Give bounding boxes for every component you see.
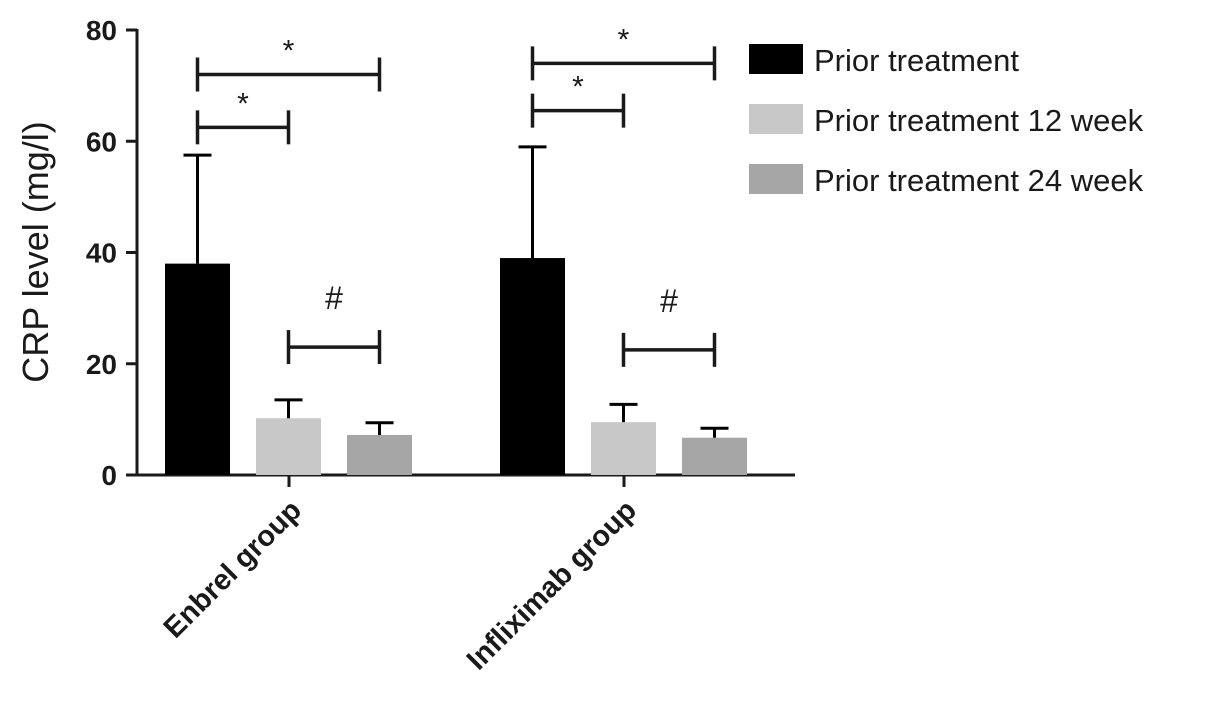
significance-label: * [572, 71, 584, 104]
legend-swatch [749, 164, 803, 194]
error-bars [183, 145, 729, 438]
significance-label: * [237, 87, 249, 120]
legend: Prior treatment Prior treatment 12 week Pr… [749, 43, 1144, 198]
y-tick-label: 40 [86, 238, 117, 269]
significance-brackets: * * # * * # [195, 23, 717, 367]
bar [682, 437, 747, 475]
legend-label: Prior treatment 12 week [814, 103, 1144, 138]
significance-label: # [325, 280, 343, 316]
y-tick-label: 80 [86, 15, 117, 46]
bars [165, 258, 747, 475]
legend-swatch [749, 44, 803, 74]
x-category-label: Infliximab group [461, 494, 643, 676]
y-tick-label: 60 [86, 126, 117, 157]
y-axis-title: CRP level (mg/l) [15, 121, 56, 382]
significance-label: * [618, 23, 630, 56]
bar [500, 258, 565, 475]
y-tick-label: 0 [101, 460, 117, 491]
legend-label: Prior treatment [814, 43, 1019, 78]
y-tick-label: 20 [86, 349, 117, 380]
legend-label: Prior treatment 24 week [814, 163, 1144, 198]
bar [256, 418, 321, 475]
bar [165, 263, 230, 475]
bar [347, 434, 412, 475]
significance-label: * [283, 35, 295, 68]
legend-swatch [749, 104, 803, 134]
significance-label: # [660, 283, 678, 319]
x-category-label: Enbrel group [158, 494, 308, 644]
axes: 0 20 40 60 80 CRP level (mg/l) Enbrel group Inf… [15, 15, 795, 676]
bar [591, 422, 656, 475]
